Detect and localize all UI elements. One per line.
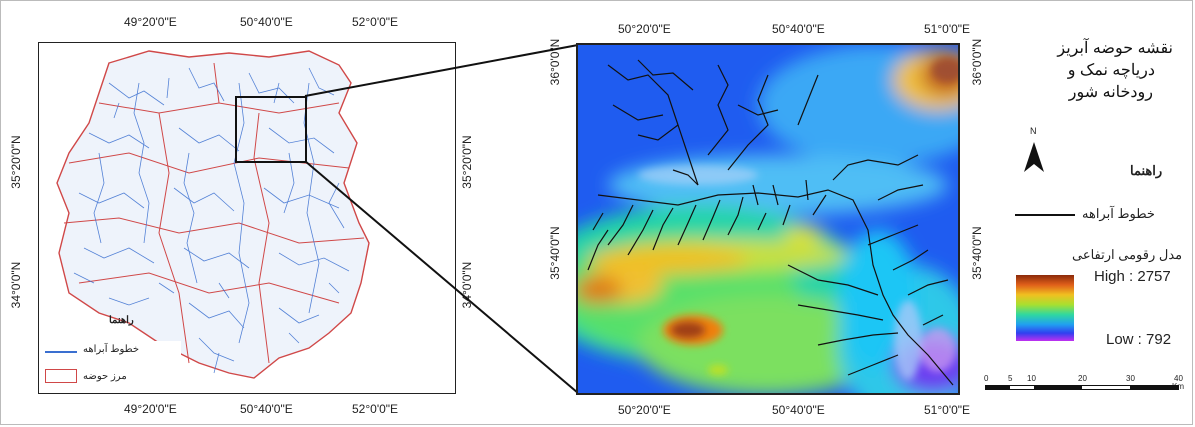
dem-map-panel xyxy=(576,43,960,395)
stream-legend-label: خطوط آبراهه xyxy=(83,344,140,355)
right-bottom-tick-3: 51°0'0"E xyxy=(924,403,971,417)
scale-tick-5: 5 xyxy=(1008,374,1013,383)
right-bottom-tick-2: 50°40'0"E xyxy=(772,403,825,417)
left-map-panel: راهنما خطوط آبراهه مرز حوضه xyxy=(38,42,456,394)
left-right-tick-1: 35°20'0"N xyxy=(460,135,474,189)
left-legend-box: خطوط آبراهه مرز حوضه xyxy=(41,341,181,391)
legend-heading: راهنما xyxy=(1130,163,1163,178)
right-top-tick-3: 51°0'0"E xyxy=(924,22,971,36)
scale-segments xyxy=(985,385,1179,390)
map-title-line-3: رودخانه شور xyxy=(1068,84,1153,101)
map-title-line-1: نقشه حوضه آبریز xyxy=(1057,40,1173,57)
left-bottom-tick-2: 50°40'0"E xyxy=(240,402,293,416)
scale-tick-0: 0 xyxy=(984,374,989,383)
map-title-line-2: دریاچه نمک و xyxy=(1067,62,1155,79)
basin-map xyxy=(56,50,370,379)
dem-raster xyxy=(578,45,958,393)
drainage-lines xyxy=(587,59,954,386)
basin-boundary xyxy=(56,50,370,379)
stream-legend-text: خطوط آبراهه xyxy=(1082,206,1155,221)
right-top-tick-2: 50°40'0"E xyxy=(772,22,825,36)
scale-tick-40: 40 xyxy=(1174,374,1183,383)
scale-tick-30: 30 xyxy=(1126,374,1135,383)
elevation-color-ramp xyxy=(1016,275,1074,341)
left-bottom-tick-1: 49°20'0"E xyxy=(124,402,177,416)
scale-tick-10: 10 xyxy=(1027,374,1036,383)
scale-bar: 0 5 10 20 30 40 Km xyxy=(984,374,1185,398)
left-top-tick-3: 52°0'0"E xyxy=(352,15,399,29)
right-left-tick-1: 36°0'0"N xyxy=(548,38,562,86)
left-left-tick-2: 34°0'0"N xyxy=(9,261,23,309)
left-top-tick-1: 49°20'0"E xyxy=(124,15,177,29)
boundary-legend-swatch xyxy=(45,369,77,383)
north-label: N xyxy=(1030,126,1037,136)
stream-legend-swatch xyxy=(45,351,77,353)
left-top-tick-2: 50°40'0"E xyxy=(240,15,293,29)
left-legend-title: راهنما xyxy=(109,315,134,326)
north-arrow-icon xyxy=(1024,142,1044,172)
left-left-tick-1: 35°20'0"N xyxy=(9,135,23,189)
inset-extent-box xyxy=(235,96,307,163)
boundary-legend-label: مرز حوضه xyxy=(83,371,127,382)
dem-legend-text: مدل رقومی ارتفاعی xyxy=(1072,247,1183,262)
left-right-tick-2: 34°0'0"N xyxy=(460,261,474,309)
left-bottom-tick-3: 52°0'0"E xyxy=(352,402,399,416)
scale-tick-20: 20 xyxy=(1078,374,1087,383)
right-bottom-tick-1: 50°20'0"E xyxy=(618,403,671,417)
right-right-tick-2: 35°40'0"N xyxy=(970,226,984,280)
stream-swatch xyxy=(1015,214,1075,216)
elevation-low-label: Low : 792 xyxy=(1106,331,1172,348)
right-top-tick-1: 50°20'0"E xyxy=(618,22,671,36)
elevation-high-label: High : 2757 xyxy=(1094,268,1171,285)
right-left-tick-2: 35°40'0"N xyxy=(548,226,562,280)
right-right-tick-1: 36°0'0"N xyxy=(970,38,984,86)
